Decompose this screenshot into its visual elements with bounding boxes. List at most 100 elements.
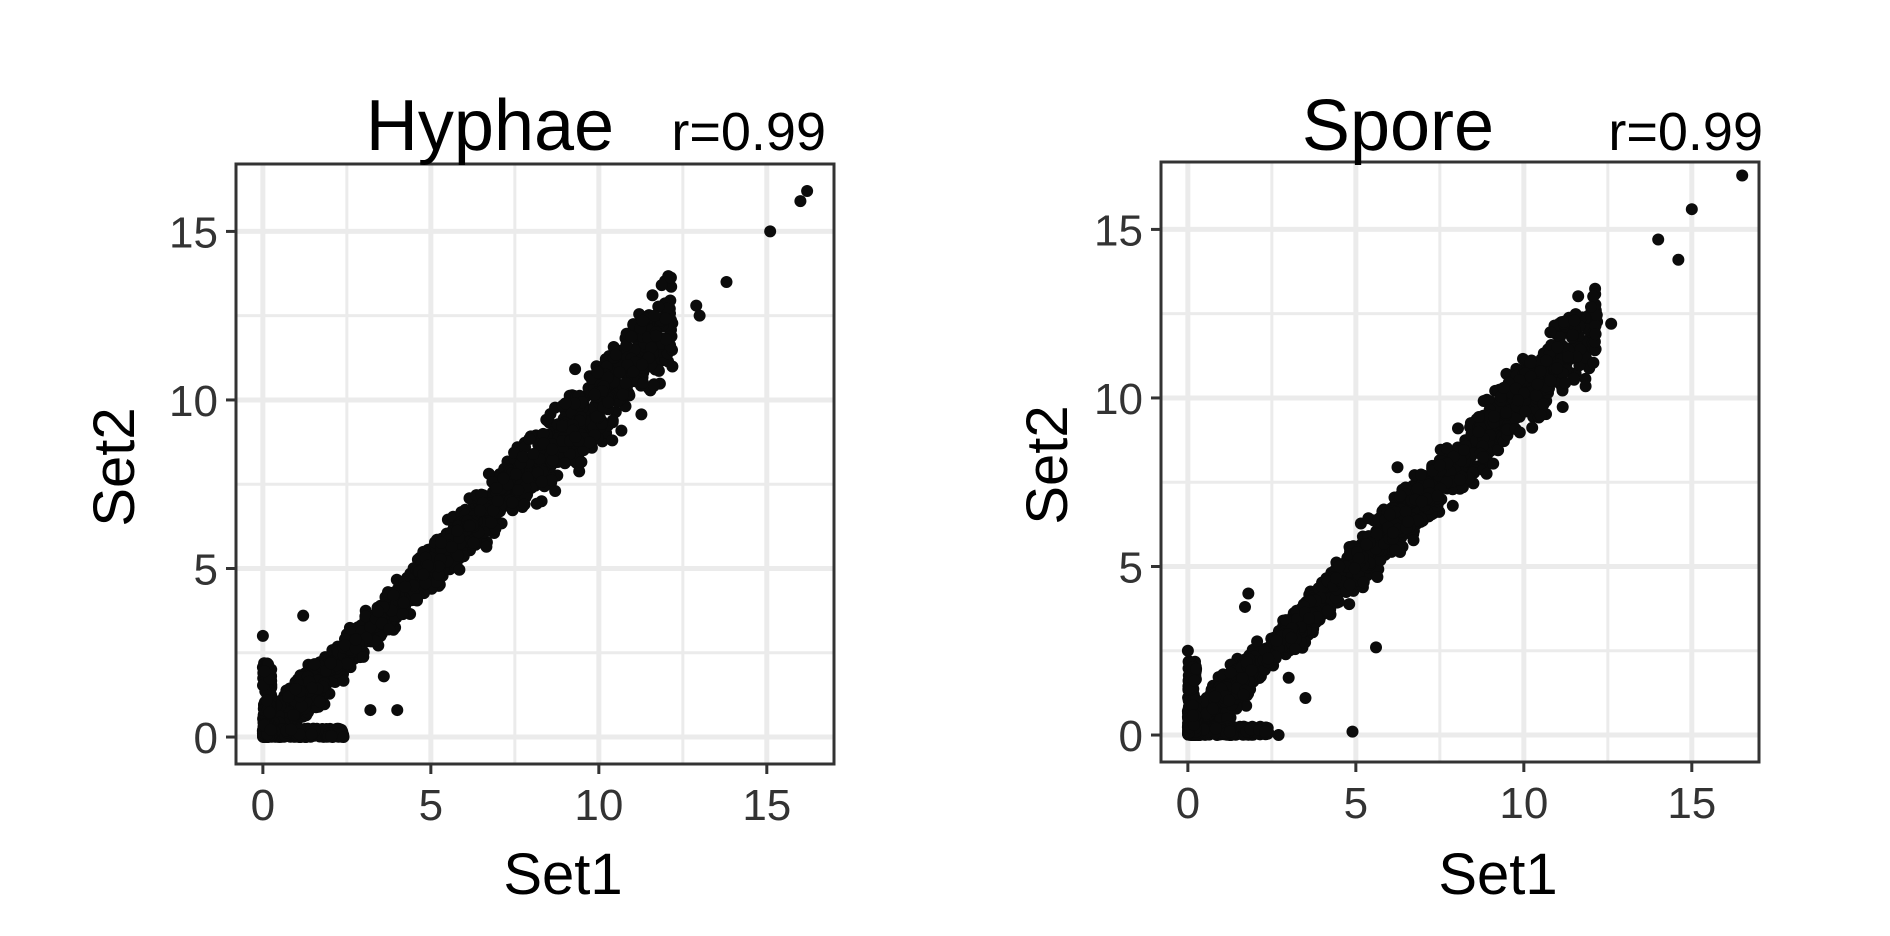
panel-spore-points: [1181, 169, 1749, 742]
point: [531, 466, 544, 479]
point: [559, 397, 572, 410]
point: [383, 623, 396, 636]
point: [535, 475, 548, 488]
panel-hyphae-points: [256, 184, 814, 744]
outlier-point-16: [256, 629, 269, 642]
point: [359, 610, 372, 623]
point: [260, 694, 273, 707]
point: [601, 371, 614, 384]
point: [1343, 598, 1356, 611]
point: [490, 482, 503, 494]
point: [546, 443, 559, 456]
point: [506, 496, 519, 509]
outlier-point-0: [801, 184, 814, 197]
x-tick-label-3: 15: [742, 781, 791, 830]
point: [637, 376, 650, 389]
point: [387, 589, 400, 602]
point: [627, 365, 640, 378]
point: [282, 690, 295, 703]
point: [616, 388, 629, 401]
x-tick-label-1: 5: [419, 781, 443, 830]
point: [397, 596, 410, 609]
point: [313, 695, 326, 708]
point: [645, 341, 658, 354]
point: [537, 427, 550, 440]
y-tick-label-2: 10: [169, 377, 218, 426]
point: [510, 468, 522, 481]
point: [308, 658, 321, 671]
point: [647, 379, 660, 392]
point: [591, 366, 604, 379]
point: [258, 665, 271, 678]
point: [537, 437, 550, 450]
point: [606, 414, 619, 427]
point: [583, 436, 596, 449]
point: [1452, 422, 1464, 435]
point: [1240, 699, 1253, 712]
point: [357, 650, 370, 663]
point: [523, 433, 536, 445]
point: [305, 728, 318, 741]
panel-hyphae-border: [234, 162, 836, 766]
y-tick-label-0: 0: [194, 714, 218, 763]
point: [396, 608, 409, 621]
point: [636, 314, 649, 327]
outlier-point-15: [297, 609, 310, 622]
point: [487, 504, 500, 517]
point: [451, 524, 464, 537]
point: [648, 309, 661, 322]
point: [521, 471, 534, 484]
point: [558, 457, 571, 470]
point: [665, 280, 678, 293]
point: [289, 683, 302, 696]
panel-hyphae-title: Hyphae: [366, 86, 614, 166]
point: [264, 723, 277, 736]
outlier-point-2: [764, 225, 777, 238]
point: [337, 674, 350, 687]
point: [432, 560, 445, 573]
outlier-point-1: [794, 195, 807, 208]
y-tick-label-3: 15: [169, 208, 218, 257]
point: [349, 642, 362, 655]
point: [556, 419, 568, 432]
outlier-point-7: [649, 329, 662, 342]
point: [325, 730, 338, 743]
point: [530, 497, 543, 510]
point: [563, 448, 576, 461]
point: [287, 709, 300, 721]
point: [285, 723, 298, 736]
point: [463, 520, 476, 532]
point: [646, 289, 659, 302]
point: [340, 657, 353, 670]
point: [417, 568, 430, 581]
point: [1589, 319, 1602, 332]
x-tick-label-0: 0: [251, 781, 275, 830]
point: [1251, 635, 1264, 648]
point: [263, 706, 276, 719]
point: [480, 540, 493, 553]
point: [516, 450, 529, 463]
point: [372, 605, 384, 618]
outlier-point-17: [377, 670, 390, 683]
point: [399, 580, 412, 593]
point: [451, 549, 464, 562]
point: [613, 366, 626, 379]
outlier-point-10: [569, 431, 582, 444]
point: [652, 300, 665, 313]
point: [575, 456, 588, 468]
point: [609, 348, 622, 361]
point: [588, 388, 601, 401]
point: [590, 410, 603, 423]
outlier-point-13: [364, 704, 377, 717]
point: [546, 454, 559, 467]
outlier-point-5: [693, 309, 706, 322]
y-tick-label-1: 5: [194, 545, 218, 594]
outlier-point-3: [720, 275, 733, 288]
outlier-point-14: [337, 731, 350, 744]
point: [568, 397, 581, 410]
point: [1391, 461, 1404, 474]
